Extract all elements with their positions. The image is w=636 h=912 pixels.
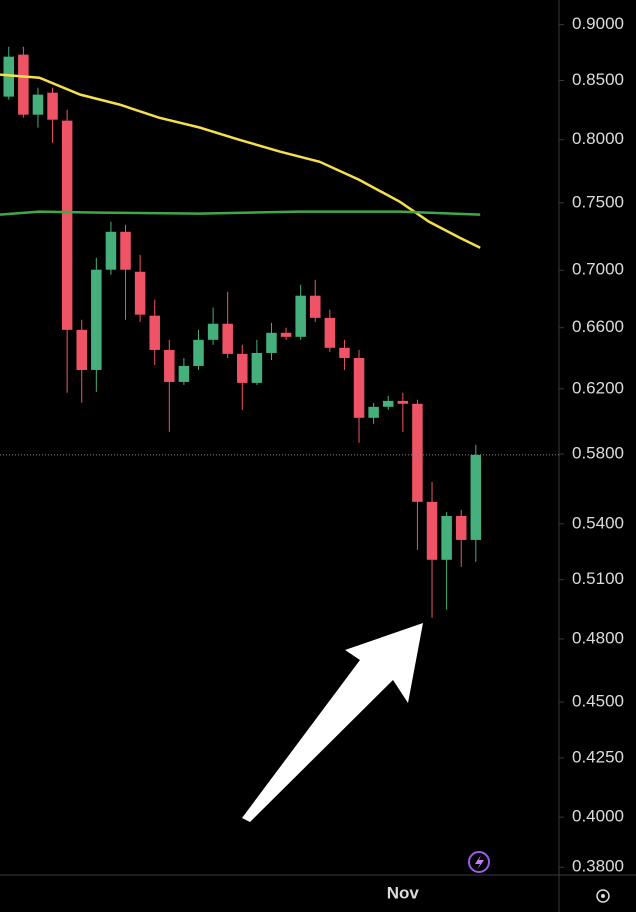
candle-body — [280, 332, 292, 337]
y-tick-label: 0.9000 — [572, 14, 624, 33]
y-tick-label: 0.5800 — [572, 444, 624, 463]
candle-body — [222, 323, 233, 354]
candle-body — [120, 231, 131, 270]
candle-body — [193, 339, 204, 366]
arrow-annotation — [242, 623, 423, 822]
y-tick-label: 0.4250 — [572, 747, 624, 766]
candle-body — [470, 454, 482, 540]
candle-body — [266, 332, 277, 353]
candle-body — [32, 94, 44, 115]
candle-body — [441, 515, 452, 560]
y-tick-label: 0.4800 — [572, 628, 624, 647]
candle-body — [353, 357, 365, 418]
x-tick-label: Nov — [387, 883, 420, 902]
candle-body — [178, 365, 190, 382]
candle-body — [47, 92, 58, 120]
moving-average — [0, 73, 481, 249]
y-tick-label: 0.5400 — [572, 513, 624, 532]
moving-average — [0, 210, 481, 216]
y-tick-label: 0.5100 — [572, 569, 624, 588]
y-tick-label: 0.6600 — [572, 317, 624, 336]
candle-body — [91, 269, 102, 370]
candle-body — [164, 349, 175, 382]
candle-body — [455, 515, 467, 540]
candle-body — [412, 403, 423, 502]
y-tick-label: 0.8500 — [572, 70, 624, 89]
y-tick-label: 0.3800 — [572, 857, 624, 876]
candle-body — [251, 352, 263, 383]
candle-body — [18, 54, 29, 115]
candle-body — [61, 120, 73, 330]
candle-body — [207, 323, 219, 340]
candle-body — [76, 329, 87, 370]
settings-icon[interactable] — [596, 889, 610, 903]
candle-body — [324, 317, 336, 348]
y-tick-label: 0.8000 — [572, 129, 624, 148]
candle-body — [134, 271, 146, 315]
candle-body — [368, 406, 379, 418]
candle-body — [397, 400, 409, 404]
candle-body — [3, 56, 15, 97]
y-tick-label: 0.7000 — [572, 260, 624, 279]
candle-body — [310, 295, 321, 318]
candle-body — [382, 400, 394, 407]
candle-body — [426, 501, 438, 560]
candle-body — [149, 315, 160, 350]
candle-body — [105, 231, 117, 270]
y-tick-label: 0.4000 — [572, 807, 624, 826]
y-tick-label: 0.6200 — [572, 378, 624, 397]
candle-body — [295, 295, 306, 337]
y-tick-label: 0.7500 — [572, 192, 624, 211]
candle-body — [237, 353, 248, 383]
y-tick-label: 0.4500 — [572, 692, 624, 711]
candle-body — [339, 347, 350, 358]
icon — [468, 851, 490, 873]
